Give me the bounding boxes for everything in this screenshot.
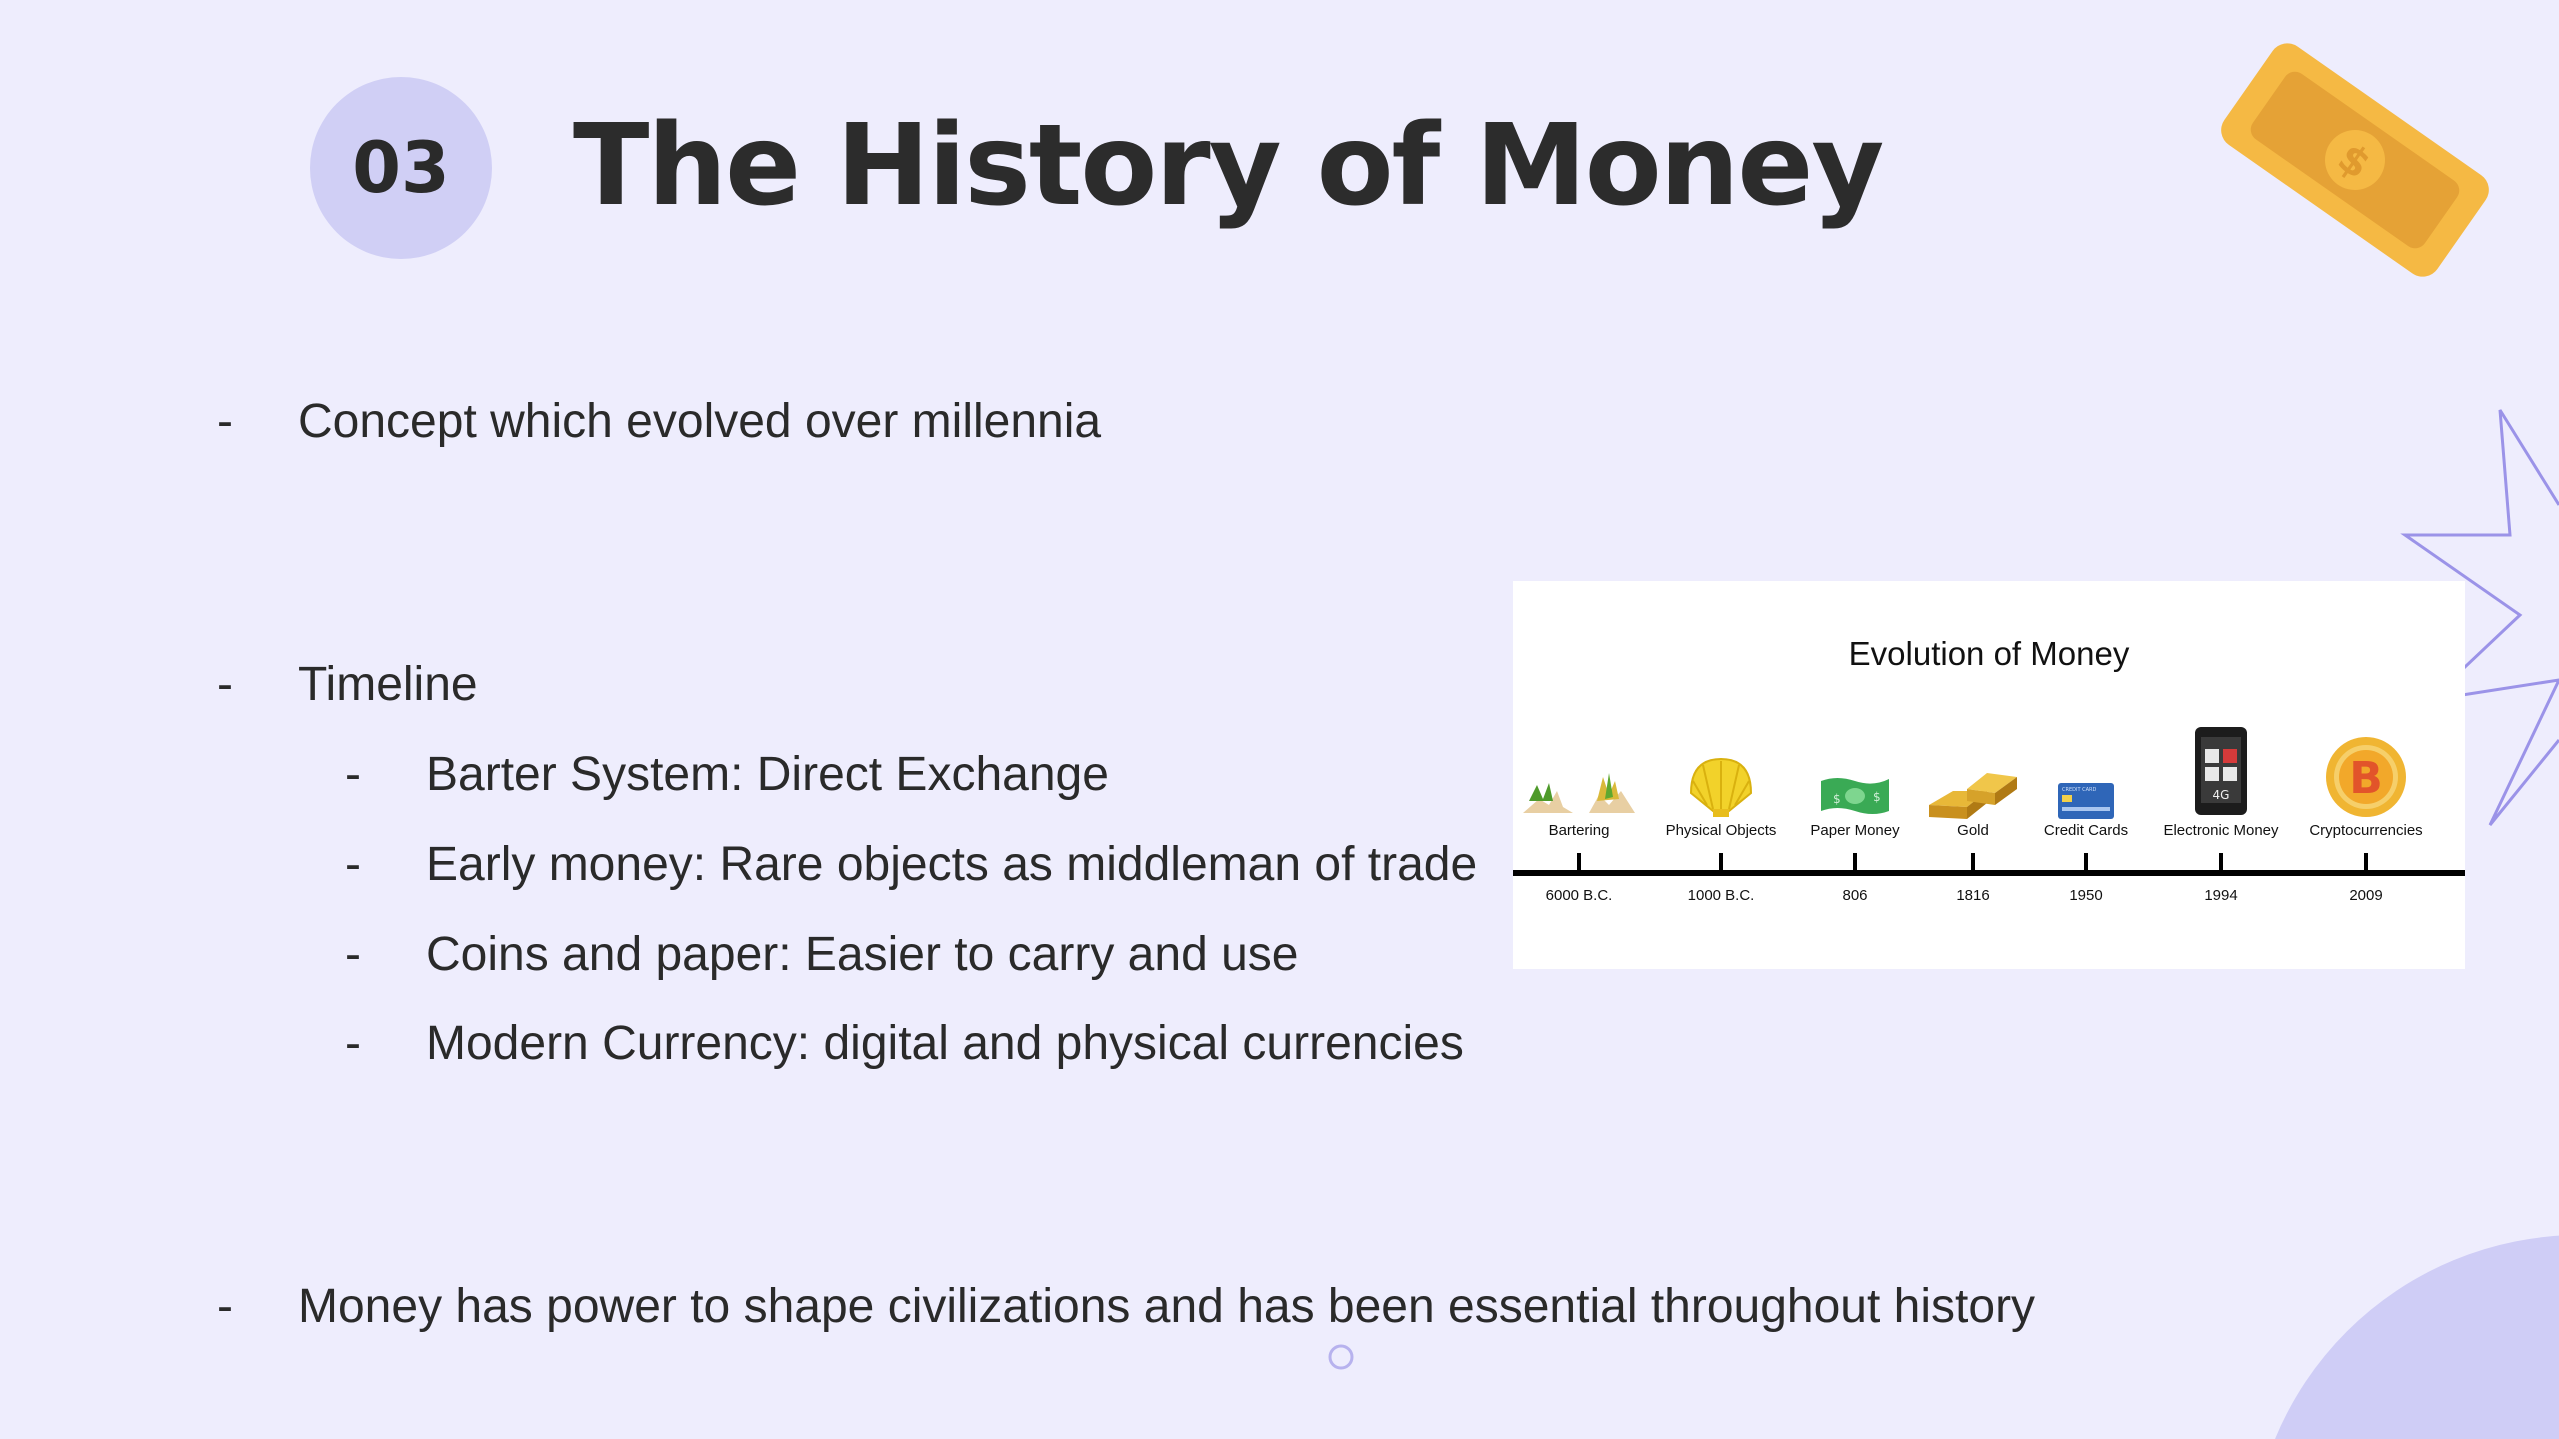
paper-money-icon: $ $ — [1821, 778, 1889, 814]
bartering-icon — [1523, 773, 1635, 813]
small-circle-decoration — [1328, 1344, 1354, 1370]
evolution-timeline-chart: Evolution of Money $ $ — [1513, 581, 2465, 969]
event-date: 6000 B.C. — [1546, 887, 1613, 904]
bullet-dash: - — [217, 395, 233, 448]
event-date: 1950 — [2069, 887, 2102, 904]
bullet-concept: Concept which evolved over millennia — [298, 395, 1102, 448]
bullet-money-power: Money has power to shape civilizations a… — [298, 1280, 2036, 1333]
event-label: Physical Objects — [1666, 822, 1777, 839]
bullet-dash: - — [217, 1280, 233, 1333]
bullet-dash: - — [217, 658, 233, 711]
shell-icon — [1689, 757, 1753, 817]
sub-bullet-modern-currency: Modern Currency: digital and physical cu… — [426, 1017, 1464, 1070]
event-date: 806 — [1842, 887, 1867, 904]
event-label: Bartering — [1549, 822, 1610, 839]
svg-text:$: $ — [1873, 790, 1881, 804]
event-label: Gold — [1957, 822, 1989, 839]
sub-bullet-early-money: Early money: Rare objects as middleman o… — [426, 838, 1478, 891]
sub-bullet-dash: - — [345, 838, 361, 891]
sub-bullet-dash: - — [345, 748, 361, 801]
corner-circle-decoration — [2275, 1235, 2559, 1439]
sub-bullet-dash: - — [345, 928, 361, 981]
svg-text:B: B — [2349, 753, 2383, 804]
page-title: The History of Money — [573, 101, 1884, 231]
svg-text:$: $ — [1833, 792, 1841, 806]
credit-card-icon: CREDIT CARD — [2058, 783, 2114, 819]
event-label: Credit Cards — [2044, 822, 2128, 839]
star-outline-decoration — [2400, 409, 2559, 826]
event-date: 2009 — [2349, 887, 2382, 904]
event-date: 1994 — [2204, 887, 2237, 904]
timeline-svg: Evolution of Money $ $ — [1513, 635, 2465, 904]
gold-bars-icon — [1929, 773, 2017, 819]
phone-icon: 4G — [2195, 727, 2247, 815]
phone-text: 4G — [2213, 788, 2230, 802]
slide-number: 03 — [352, 127, 450, 209]
card-text: CREDIT CARD — [2062, 787, 2096, 793]
event-date: 1000 B.C. — [1688, 887, 1755, 904]
bitcoin-icon: B — [2326, 737, 2406, 817]
bullet-timeline: Timeline — [298, 658, 478, 711]
money-bill-icon: $ — [2221, 43, 2489, 277]
event-label: Cryptocurrencies — [2309, 822, 2422, 839]
event-label: Electronic Money — [2163, 822, 2279, 839]
timeline-events: Bartering 6000 B.C. Physical Objects 1000 B… — [1546, 822, 2423, 904]
sub-bullet-barter: Barter System: Direct Exchange — [426, 748, 1109, 801]
event-label: Paper Money — [1810, 822, 1900, 839]
sub-bullet-coins-paper: Coins and paper: Easier to carry and use — [426, 928, 1299, 981]
chart-title: Evolution of Money — [1849, 635, 2130, 672]
event-date: 1816 — [1956, 887, 1989, 904]
sub-bullet-dash: - — [345, 1017, 361, 1070]
slide-number-badge: 03 — [310, 77, 492, 259]
